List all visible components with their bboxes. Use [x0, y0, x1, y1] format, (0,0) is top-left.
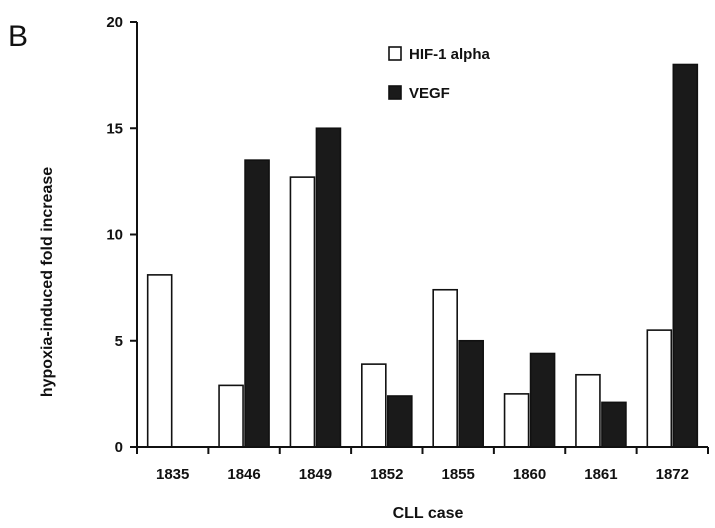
bar-hif1alpha-1852: [361, 363, 387, 448]
bar-hif1alpha-1861: [575, 373, 601, 448]
bar-vegf-1860: [529, 352, 556, 448]
bar-vegf-1849: [315, 127, 342, 448]
bars: [146, 63, 699, 448]
x-tick-label: 1855: [442, 466, 475, 483]
bar-hif1alpha-1872: [646, 329, 673, 448]
panel-label: B: [8, 20, 28, 53]
legend-label-vegf: VEGF: [409, 85, 450, 102]
x-tick-label: 1860: [513, 466, 546, 483]
bar-hif1alpha-1860: [503, 393, 530, 448]
y-axis-label: hypoxia-induced fold increase: [39, 167, 56, 397]
bar-vegf-1855: [458, 339, 484, 448]
legend-swatch-hif1alpha: [388, 46, 402, 61]
x-axis-label: CLL case: [393, 505, 464, 522]
bar-vegf-1872: [672, 63, 699, 448]
x-tick-label: 1861: [584, 466, 617, 483]
x-tick-label: 1852: [370, 466, 403, 483]
x-tick-label: 1846: [227, 466, 260, 483]
bar-hif1alpha-1855: [432, 288, 458, 448]
x-tick-label: 1835: [156, 466, 189, 483]
legend: HIF-1 alpha VEGF: [388, 46, 491, 102]
y-tick-label: 0: [115, 439, 123, 456]
legend-swatch-vegf: [388, 85, 402, 100]
x-tick-label: 1849: [299, 466, 332, 483]
bar-hif1alpha-1835: [146, 274, 173, 448]
x-tick-label: 1872: [656, 466, 689, 483]
bar-vegf-1852: [387, 395, 413, 448]
bar-vegf-1846: [244, 159, 270, 448]
y-axis-ticks: 0 5 10 15 20: [106, 14, 137, 456]
bar-vegf-1861: [601, 401, 627, 448]
y-tick-label: 5: [115, 333, 123, 350]
bar-hif1alpha-1846: [218, 384, 244, 448]
y-tick-label: 15: [106, 120, 123, 137]
y-tick-label: 10: [106, 227, 123, 244]
legend-label-hif1alpha: HIF-1 alpha: [409, 46, 491, 63]
x-axis-ticks: 1835 1846 1849 1852 1855 1860 1861 1872: [136, 447, 709, 483]
bar-hif1alpha-1849: [289, 176, 316, 448]
y-tick-label: 20: [106, 14, 123, 31]
